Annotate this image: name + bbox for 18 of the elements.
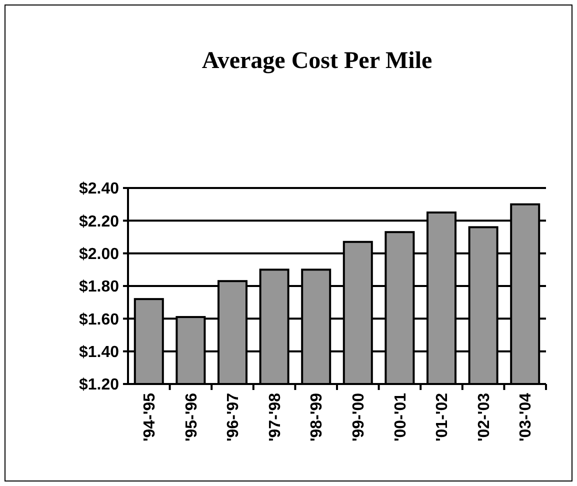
- x-tick-label: '98-'99: [308, 392, 326, 442]
- x-tick-label: '02-'03: [476, 392, 493, 442]
- y-tick-label: $2.40: [78, 180, 120, 198]
- x-tick-label: '99-'00: [350, 392, 368, 442]
- x-tick-label: '03-'04: [518, 392, 535, 442]
- x-tick-label: '95-'96: [183, 392, 200, 442]
- x-tick-label: '94-'95: [142, 392, 158, 442]
- x-tick-label: '96-'97: [225, 392, 242, 442]
- y-tick-label: $1.80: [78, 278, 120, 296]
- y-tick-label: $1.20: [78, 376, 120, 394]
- x-tick-label: '97-'98: [266, 392, 284, 442]
- y-tick-label: $1.40: [78, 344, 120, 361]
- y-tick-label: $2.20: [78, 213, 120, 230]
- y-tick-label: $2.00: [78, 246, 120, 263]
- y-tick-label: $1.60: [78, 311, 120, 328]
- x-tick-label: '00-'01: [392, 392, 410, 442]
- x-tick-label: '01-'02: [434, 392, 452, 442]
- chart-title: Average Cost Per Mile: [202, 48, 433, 74]
